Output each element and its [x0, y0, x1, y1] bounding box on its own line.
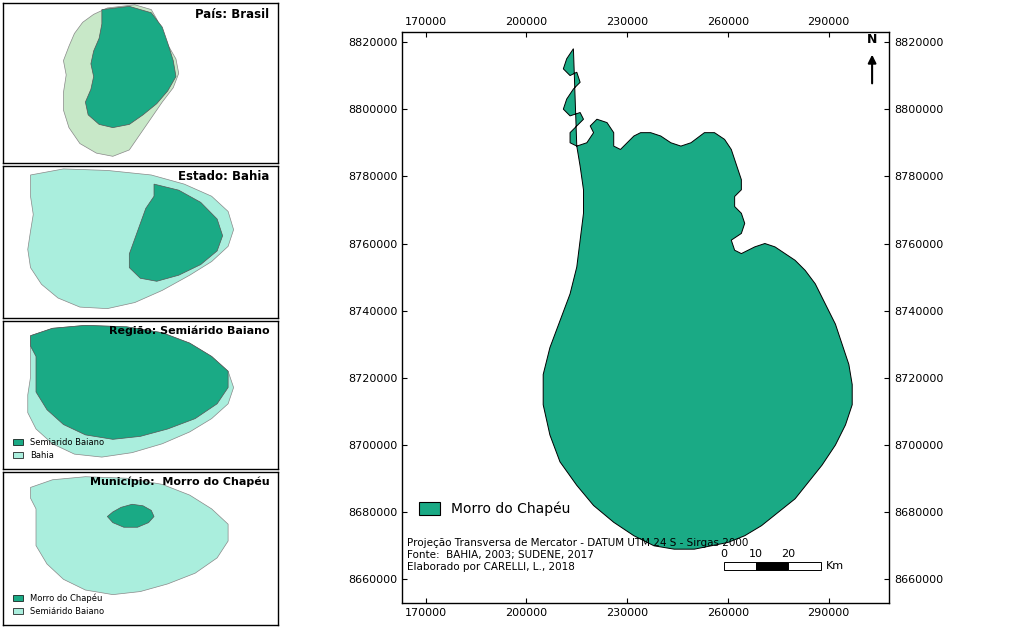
Text: Região: Semiárido Baiano: Região: Semiárido Baiano	[109, 325, 269, 336]
Polygon shape	[31, 477, 228, 595]
Text: 10: 10	[749, 549, 763, 559]
Polygon shape	[31, 325, 228, 440]
Text: País: Brasil: País: Brasil	[196, 8, 269, 21]
Legend: Semiarido Baiano, Bahia: Semiarido Baiano, Bahia	[10, 434, 108, 463]
Polygon shape	[543, 48, 852, 549]
Text: N: N	[867, 33, 878, 46]
Text: Projeção Transversa de Mercator - DATUM UTM 24 S - Sirgas 2000
Fonte:  BAHIA, 20: Projeção Transversa de Mercator - DATUM …	[407, 538, 749, 572]
Polygon shape	[28, 169, 233, 309]
Polygon shape	[28, 325, 233, 457]
Polygon shape	[63, 5, 179, 156]
Text: Km: Km	[825, 561, 844, 571]
Text: 20: 20	[781, 549, 796, 559]
Legend: Morro do Chapéu, Semiárido Baiano: Morro do Chapéu, Semiárido Baiano	[10, 590, 108, 619]
Text: Estado: Bahia: Estado: Bahia	[178, 170, 269, 184]
Text: 0: 0	[720, 549, 727, 559]
Polygon shape	[108, 504, 154, 527]
Polygon shape	[129, 184, 222, 281]
Text: Município:  Morro do Chapéu: Município: Morro do Chapéu	[90, 477, 269, 487]
Legend: Morro do Chapéu: Morro do Chapéu	[414, 496, 577, 522]
Polygon shape	[85, 6, 176, 128]
Bar	[724, 562, 756, 570]
Bar	[756, 562, 788, 570]
Bar	[788, 562, 821, 570]
